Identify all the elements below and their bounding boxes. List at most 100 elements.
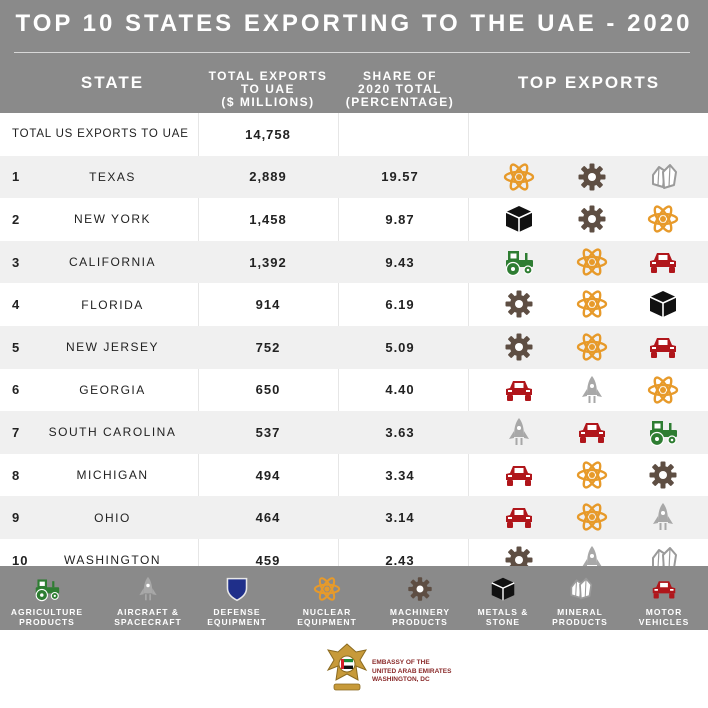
rank-cell: 6 bbox=[12, 382, 21, 398]
agriculture-icon bbox=[501, 247, 537, 277]
legend-bar bbox=[0, 566, 708, 630]
share-cell: 9.87 bbox=[385, 211, 415, 227]
state-cell: TEXAS bbox=[89, 169, 136, 184]
state-cell: NEW JERSEY bbox=[65, 340, 159, 355]
table-row: 6 GEORGIA 650 4.40 bbox=[0, 369, 708, 412]
table-row: 7 SOUTH CAROLINA 537 3.63 bbox=[0, 411, 708, 454]
motor-icon bbox=[501, 375, 537, 405]
legend-label: AGRICULTURE PRODUCTS bbox=[3, 607, 91, 627]
nuclear-icon bbox=[283, 574, 371, 604]
title-divider bbox=[14, 52, 690, 53]
machinery-icon bbox=[501, 545, 537, 575]
table-row: 1 TEXAS 2,889 19.57 bbox=[0, 155, 708, 199]
state-cell: MICHIGAN bbox=[76, 468, 149, 483]
uae-emblem-logo bbox=[326, 643, 368, 691]
rank-cell: 9 bbox=[12, 510, 21, 526]
state-cell: OHIO bbox=[94, 510, 131, 525]
rank-cell: 2 bbox=[12, 211, 21, 227]
share-cell: 19.57 bbox=[381, 169, 419, 185]
legend-label-line: NUCLEAR bbox=[302, 607, 352, 617]
state-cell: GEORGIA bbox=[79, 382, 146, 397]
embassy-label: EMBASSY OF THE UNITED ARAB EMIRATES WASH… bbox=[372, 659, 492, 685]
machinery-icon bbox=[376, 574, 464, 604]
legend-label-line: EQUIPMENT bbox=[297, 617, 357, 627]
column-header-total-line: ($ MILLIONS) bbox=[221, 95, 315, 109]
share-cell: 5.09 bbox=[385, 339, 415, 355]
legend-label-line: VEHICLES bbox=[638, 617, 690, 627]
state-cell: WASHINGTON bbox=[63, 553, 161, 568]
legend-label-line: MINERAL bbox=[557, 607, 603, 617]
legend-item-agriculture: AGRICULTURE PRODUCTS bbox=[3, 574, 91, 627]
column-header-share-line: SHARE OF bbox=[362, 69, 437, 83]
legend-item-nuclear: NUCLEAR EQUIPMENT bbox=[283, 574, 371, 627]
motor-icon bbox=[501, 460, 537, 490]
total-value: 14,758 bbox=[245, 126, 291, 142]
column-header-share-line: (PERCENTAGE) bbox=[345, 95, 455, 109]
nuclear-icon bbox=[574, 502, 610, 532]
machinery-icon bbox=[501, 289, 537, 319]
aircraft-icon bbox=[574, 375, 610, 405]
aircraft-icon bbox=[645, 502, 681, 532]
rank-cell: 5 bbox=[12, 339, 21, 355]
defense-icon bbox=[193, 574, 281, 604]
table-row: 5 NEW JERSEY 752 5.09 bbox=[0, 326, 708, 369]
state-cell: SOUTH CAROLINA bbox=[48, 425, 177, 440]
total-exports-cell: 2,889 bbox=[249, 169, 287, 185]
legend-label-line: AGRICULTURE bbox=[10, 607, 84, 617]
share-cell: 3.63 bbox=[385, 424, 415, 440]
total-exports-cell: 494 bbox=[255, 467, 281, 483]
total-exports-cell: 914 bbox=[255, 297, 281, 313]
share-cell: 9.43 bbox=[385, 254, 415, 270]
share-cell: 3.14 bbox=[385, 510, 415, 526]
total-exports-cell: 650 bbox=[255, 382, 281, 398]
rank-cell: 4 bbox=[12, 297, 21, 313]
rank-cell: 10 bbox=[12, 552, 29, 568]
legend-label-line: STONE bbox=[485, 617, 521, 627]
embassy-label-line: UNITED ARAB EMIRATES bbox=[372, 667, 452, 675]
machinery-icon bbox=[574, 162, 610, 192]
legend-label-line: PRODUCTS bbox=[552, 617, 608, 627]
table-row: 9 OHIO 464 3.14 bbox=[0, 496, 708, 539]
total-exports-cell: 459 bbox=[255, 552, 281, 568]
legend-label: AIRCRAFT & SPACECRAFT bbox=[104, 607, 192, 627]
rank-cell: 3 bbox=[12, 254, 21, 270]
table-row: 8 MICHIGAN 494 3.34 bbox=[0, 454, 708, 497]
motor-icon bbox=[620, 574, 708, 604]
motor-icon bbox=[501, 502, 537, 532]
legend-label-line: PRODUCTS bbox=[19, 617, 75, 627]
nuclear-icon bbox=[501, 162, 537, 192]
column-header-top-exports: TOP EXPORTS bbox=[517, 73, 661, 92]
table-row: 4 FLORIDA 914 6.19 bbox=[0, 283, 708, 326]
rank-cell: 8 bbox=[12, 467, 21, 483]
column-header-share: SHARE OF 2020 TOTAL (PERCENTAGE) bbox=[340, 70, 460, 109]
total-label: TOTAL US EXPORTS TO UAE bbox=[12, 128, 189, 141]
legend-label: METALS & STONE bbox=[459, 607, 547, 627]
table-row: 10 WASHINGTON 459 2.43 bbox=[0, 539, 708, 582]
legend-label-line: METALS & bbox=[477, 607, 529, 617]
aircraft-icon bbox=[104, 574, 192, 604]
mineral-icon bbox=[645, 162, 681, 192]
embassy-label-line: EMBASSY OF THE bbox=[372, 659, 430, 666]
state-cell: NEW YORK bbox=[73, 212, 152, 227]
share-cell: 3.34 bbox=[385, 467, 415, 483]
total-exports-cell: 752 bbox=[255, 339, 281, 355]
agriculture-icon bbox=[645, 417, 681, 447]
total-exports-cell: 1,458 bbox=[249, 211, 287, 227]
header-bar bbox=[0, 0, 708, 113]
rank-cell: 1 bbox=[12, 169, 21, 185]
legend-label-line: AIRCRAFT & bbox=[117, 607, 179, 617]
column-header-state: STATE bbox=[80, 73, 145, 92]
total-exports-cell: 537 bbox=[255, 424, 281, 440]
legend-label: MOTOR VEHICLES bbox=[620, 607, 708, 627]
legend-label-line: MACHINERY bbox=[389, 607, 451, 617]
aircraft-icon bbox=[501, 417, 537, 447]
total-exports-cell: 1,392 bbox=[249, 254, 287, 270]
column-header-total: TOTAL EXPORTS TO UAE ($ MILLIONS) bbox=[198, 70, 338, 109]
legend-label: MINERAL PRODUCTS bbox=[536, 607, 624, 627]
legend-item-metals: METALS & STONE bbox=[459, 574, 547, 627]
metals-icon bbox=[459, 574, 547, 604]
nuclear-icon bbox=[645, 204, 681, 234]
table-row: 2 NEW YORK 1,458 9.87 bbox=[0, 198, 708, 241]
nuclear-icon bbox=[574, 332, 610, 362]
column-header-total-line: TOTAL EXPORTS bbox=[208, 69, 328, 83]
